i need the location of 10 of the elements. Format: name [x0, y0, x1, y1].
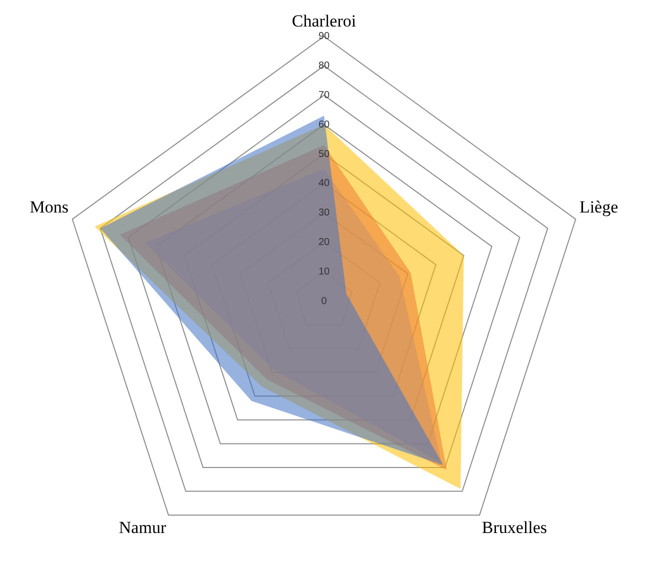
spoke-label: Namur — [118, 518, 166, 537]
spoke-label: Liège — [579, 197, 618, 216]
y-tick-label: 10 — [318, 266, 330, 278]
y-tick-label: 0 — [321, 296, 328, 307]
y-tick-label: 20 — [318, 236, 330, 248]
spoke-label: Charleroi — [292, 12, 356, 31]
y-tick-label: 30 — [318, 208, 330, 219]
y-tick-label: 40 — [318, 178, 330, 190]
spoke-label: Mons — [30, 197, 69, 216]
spoke-label: Bruxelles — [482, 518, 548, 537]
